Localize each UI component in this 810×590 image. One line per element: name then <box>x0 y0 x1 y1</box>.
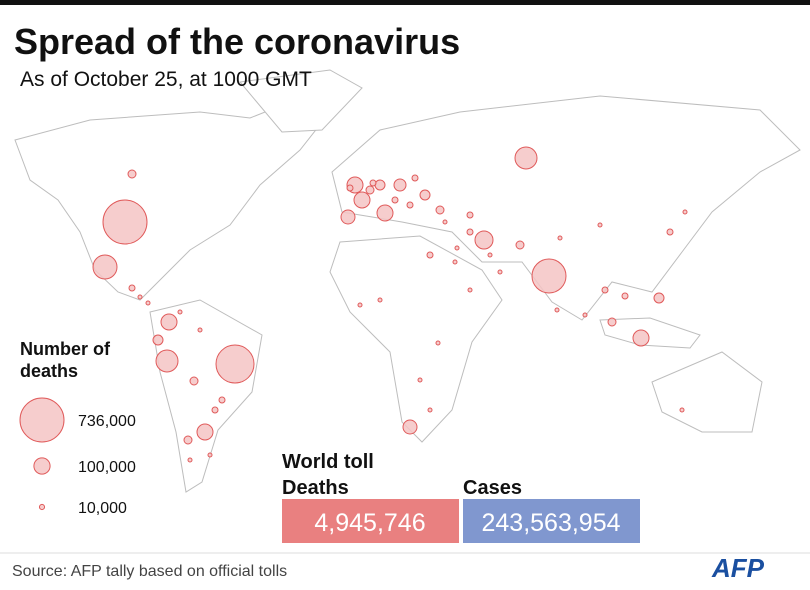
cases-box <box>463 499 640 543</box>
subtitle: As of October 25, at 1000 GMT <box>20 68 312 91</box>
country-bubble <box>211 406 219 414</box>
country-bubble <box>127 169 137 179</box>
country-bubble <box>207 452 213 458</box>
country-bubble <box>467 287 473 293</box>
country-bubble <box>582 312 588 318</box>
cases-value: 243,563,954 <box>481 509 620 537</box>
country-bubble <box>189 376 199 386</box>
country-bubble <box>92 254 118 280</box>
country-bubble <box>374 179 386 191</box>
country-bubble <box>514 146 538 170</box>
africa <box>329 235 503 443</box>
country-bubble <box>466 228 474 236</box>
country-bubble <box>454 245 460 251</box>
country-bubble <box>411 174 419 182</box>
country-bubble <box>557 235 563 241</box>
legend-circle <box>38 503 46 511</box>
country-bubble <box>632 329 650 347</box>
country-bubble <box>497 269 503 275</box>
country-bubble <box>406 201 414 209</box>
legend: 736,000 100,000 10,000 <box>19 397 136 517</box>
country-bubble <box>435 340 441 346</box>
country-bubble <box>474 230 494 250</box>
eurasia <box>331 95 801 321</box>
country-bubble <box>155 349 179 373</box>
country-bubble <box>196 423 214 441</box>
country-bubble <box>197 327 203 333</box>
legend-circle <box>19 397 65 443</box>
country-bubble <box>145 300 151 306</box>
logo: AFP <box>711 553 765 583</box>
legend-label: 10,000 <box>78 500 127 517</box>
top-bar <box>0 0 810 5</box>
country-bubble <box>369 179 377 187</box>
country-bubble <box>621 292 629 300</box>
country-bubble <box>187 457 193 463</box>
country-bubble <box>531 258 567 294</box>
country-bubble <box>391 196 399 204</box>
country-bubble <box>152 334 164 346</box>
source: Source: AFP tally based on official toll… <box>12 563 287 580</box>
north-america <box>14 101 331 301</box>
legend-label: 736,000 <box>78 413 136 430</box>
country-bubble <box>487 252 493 258</box>
deaths-label: Deaths <box>282 477 349 499</box>
country-bubble <box>340 209 356 225</box>
country-bubble <box>452 259 458 265</box>
greenland <box>239 69 363 133</box>
country-bubble <box>346 184 354 192</box>
country-bubble <box>427 407 433 413</box>
country-bubble <box>183 435 193 445</box>
country-bubble <box>601 286 609 294</box>
country-bubble <box>137 294 143 300</box>
country-bubble <box>554 307 560 313</box>
world-map <box>14 69 801 493</box>
country-bubble <box>393 178 407 192</box>
country-bubble <box>419 189 431 201</box>
country-bubble <box>679 407 685 413</box>
country-bubble <box>402 419 418 435</box>
country-bubble <box>218 396 226 404</box>
country-bubble <box>426 251 434 259</box>
country-bubble <box>357 302 363 308</box>
legend-circle <box>33 457 51 475</box>
country-bubble <box>365 185 375 195</box>
title: Spread of the coronavirus <box>14 21 460 62</box>
country-bubble <box>377 297 383 303</box>
country-bubble <box>102 199 148 245</box>
country-bubble <box>653 292 665 304</box>
country-bubbles <box>92 146 688 463</box>
australia <box>651 351 763 433</box>
deaths-box <box>282 499 459 543</box>
country-bubble <box>442 219 448 225</box>
country-bubble <box>682 209 688 215</box>
totals-title: World toll <box>282 451 374 473</box>
country-bubble <box>215 344 255 384</box>
country-bubble <box>466 211 474 219</box>
country-bubble <box>177 309 183 315</box>
country-bubble <box>607 317 617 327</box>
cases-label: Cases <box>463 477 522 499</box>
country-bubble <box>666 228 674 236</box>
country-bubble <box>160 313 178 331</box>
country-bubble <box>353 191 371 209</box>
country-bubble <box>128 284 136 292</box>
legend-title: Number of deaths <box>20 339 110 381</box>
deaths-value: 4,945,746 <box>314 509 425 537</box>
country-bubble <box>597 222 603 228</box>
country-bubble <box>417 377 423 383</box>
country-bubble <box>376 204 394 222</box>
country-bubble <box>515 240 525 250</box>
southeast-asia-islands <box>599 317 701 349</box>
country-bubble <box>435 205 445 215</box>
legend-title-box: Number of deaths <box>20 339 110 381</box>
legend-label: 100,000 <box>78 459 136 476</box>
